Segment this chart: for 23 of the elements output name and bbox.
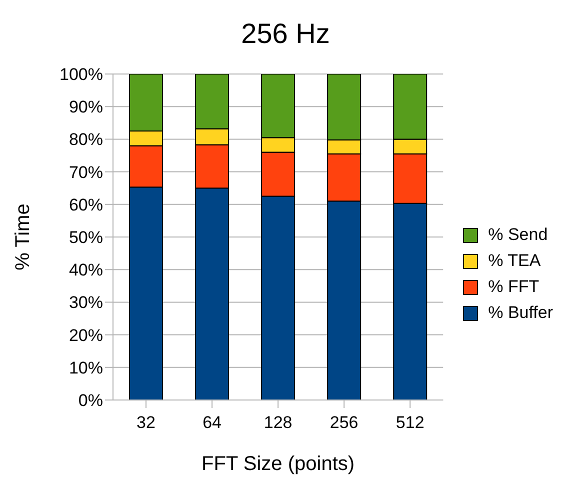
y-tick-label: 10% [68, 358, 103, 378]
y-tick-label: 80% [68, 130, 103, 150]
legend-label: % Send [488, 225, 548, 245]
y-axis-title: % Time [12, 204, 34, 270]
y-tick-label: 50% [68, 228, 103, 248]
legend-label: % TEA [488, 251, 541, 271]
y-tick-label: 90% [68, 98, 103, 117]
y-tick-label: 0% [78, 391, 103, 410]
legend-label: % Buffer [488, 303, 553, 323]
x-tick-label: 128 [264, 413, 292, 432]
x-axis-title: FFT Size (points) [202, 453, 355, 475]
x-tick-label: 512 [396, 413, 424, 432]
chart-title: 256 Hz [240, 17, 331, 51]
y-tick-label: 20% [68, 326, 103, 345]
y-tick-label: 30% [68, 293, 103, 312]
y-tick-label: 100% [60, 65, 103, 84]
y-tick-label: 40% [68, 260, 103, 280]
y-tick-label: 60% [68, 195, 103, 214]
x-tick-label: 32 [136, 413, 156, 432]
y-tick-label: 70% [68, 162, 103, 182]
legend-label: % FFT [488, 277, 540, 297]
x-tick-label: 256 [330, 413, 358, 432]
x-tick-label: 64 [202, 413, 222, 432]
